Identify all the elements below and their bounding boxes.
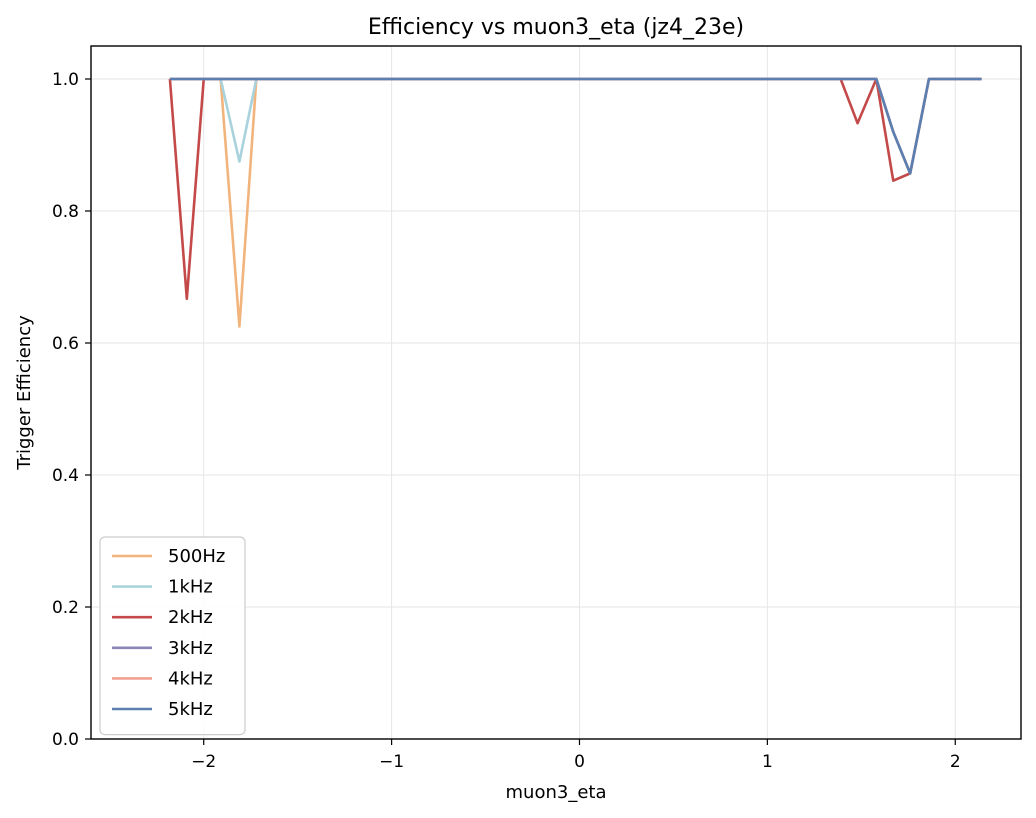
x-tick-label: 2: [950, 752, 961, 772]
series-line-1kHz: [169, 77, 982, 175]
y-tick-label: 0.0: [52, 730, 79, 750]
chart-title: Efficiency vs muon3_eta (jz4_23e): [368, 15, 744, 40]
y-tick-label: 0.2: [52, 598, 79, 618]
x-tick-label: 1: [762, 752, 773, 772]
legend-label: 5kHz: [168, 699, 213, 720]
series-line-4kHz: [169, 77, 982, 175]
y-tick-label: 0.6: [52, 334, 79, 354]
y-tick-label: 0.4: [52, 466, 79, 486]
x-axis-label: muon3_eta: [506, 782, 607, 803]
y-tick-label: 0.8: [52, 202, 79, 222]
x-tick-label: 0: [574, 752, 585, 772]
axis-ticks: −2 −1 0 1 2 0.0 0.2 0.4 0.6 0.8 1.0: [52, 70, 961, 772]
series-line-5kHz: [169, 77, 982, 175]
legend-label: 4kHz: [168, 668, 213, 689]
legend-label: 500Hz: [168, 546, 225, 567]
x-tick-label: −2: [191, 752, 216, 772]
legend-label: 1kHz: [168, 577, 213, 598]
y-tick-label: 1.0: [52, 70, 79, 90]
legend-label: 2kHz: [168, 607, 213, 628]
series-line-2kHz: [168, 77, 982, 301]
legend: 500Hz 1kHz 2kHz 3kHz 4kHz 5kHz: [99, 536, 246, 736]
legend-label: 3kHz: [168, 638, 213, 659]
plot-frame: [90, 45, 1022, 740]
y-axis-label: Trigger Efficiency: [14, 315, 35, 471]
series-lines: [168, 77, 982, 328]
series-line-3kHz: [169, 77, 982, 175]
x-tick-label: −1: [379, 752, 404, 772]
